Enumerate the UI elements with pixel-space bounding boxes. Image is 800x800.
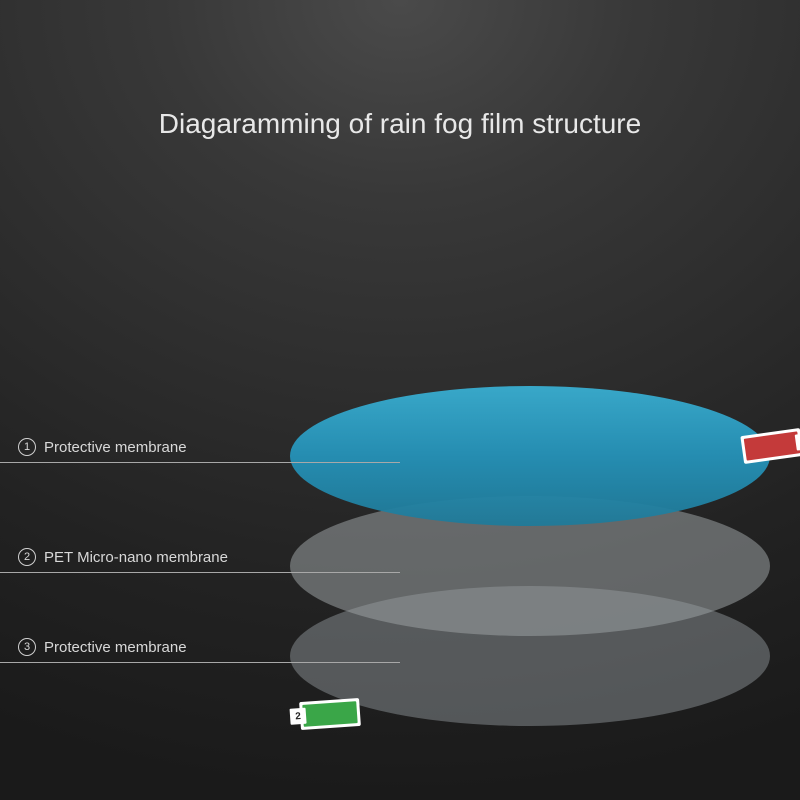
pull-tab-2: 2 <box>299 698 361 730</box>
membrane-layer-1 <box>290 386 770 526</box>
layer-number-badge: 2 <box>18 548 36 566</box>
layer-underline <box>0 462 400 463</box>
layer-label-text: Protective membrane <box>44 439 187 456</box>
layer-label-3: 3 Protective membrane <box>18 638 187 656</box>
layer-label-text: PET Micro-nano membrane <box>44 549 228 566</box>
diagram-title: Diagaramming of rain fog film structure <box>0 108 800 140</box>
layer-label-1: 1 Protective membrane <box>18 438 187 456</box>
layer-number-badge: 3 <box>18 638 36 656</box>
layer-label-text: Protective membrane <box>44 639 187 656</box>
layer-label-2: 2 PET Micro-nano membrane <box>18 548 228 566</box>
layer-underline <box>0 662 400 663</box>
layer-number-badge: 1 <box>18 438 36 456</box>
pull-tab-number: 2 <box>290 708 307 725</box>
layer-underline <box>0 572 400 573</box>
